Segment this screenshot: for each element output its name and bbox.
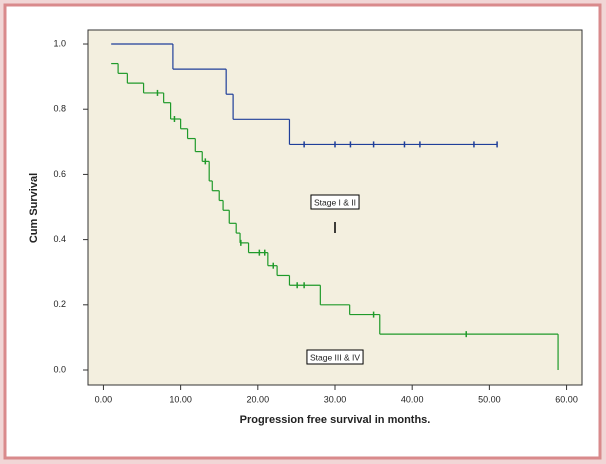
x-tick-label: 50.00 [478,394,501,404]
y-tick-label: 0.2 [53,299,66,309]
x-axis-title: Progression free survival in months. [240,414,431,426]
y-tick-label: 0.8 [53,104,66,114]
y-axis-title: Cum Survival [28,173,40,243]
x-tick-label: 60.00 [555,394,578,404]
x-tick-label: 0.00 [95,394,113,404]
x-tick-label: 20.00 [247,394,270,404]
y-tick-label: 0.6 [53,169,66,179]
y-tick-label: 1.0 [53,38,66,48]
x-tick-label: 40.00 [401,394,424,404]
y-tick-label: 0.0 [53,364,66,374]
x-tick-label: 30.00 [324,394,347,404]
series-label-box [306,349,364,365]
series-label: Stage III & IV [310,352,360,362]
x-tick-label: 10.00 [169,394,192,404]
series-label-box [310,194,360,210]
y-tick-label: 0.4 [53,234,66,244]
series-label: Stage I & II [314,197,356,207]
